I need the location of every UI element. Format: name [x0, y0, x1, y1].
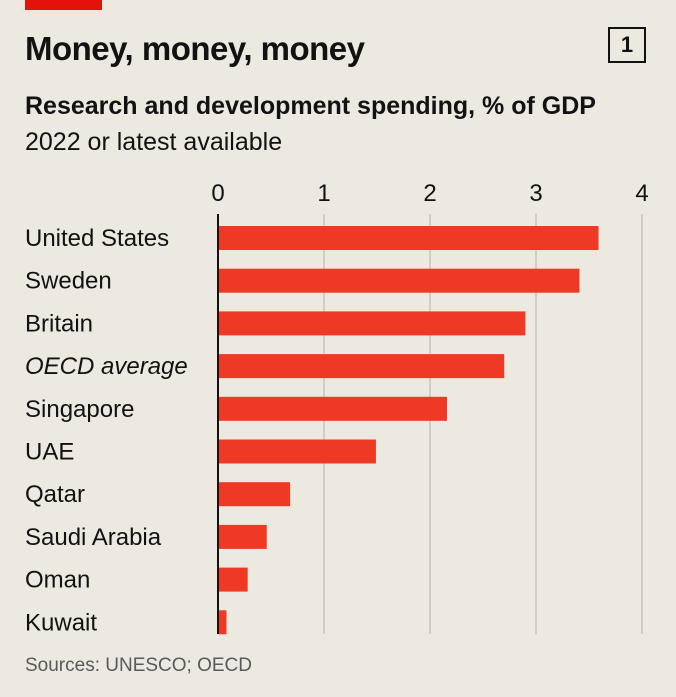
category-label-oman: Oman	[25, 567, 90, 594]
x-tick-label-3: 3	[529, 180, 542, 207]
category-label-saudi-arabia: Saudi Arabia	[25, 524, 162, 551]
x-tick-label-1: 1	[317, 180, 330, 207]
chart-subtitle-note: 2022 or latest available	[25, 128, 283, 156]
bar-qatar	[218, 482, 291, 507]
source-note: Sources: UNESCO; OECD	[25, 655, 252, 676]
bar-singapore	[218, 396, 447, 421]
category-label-kuwait: Kuwait	[25, 609, 97, 636]
bar-united-states	[218, 226, 599, 250]
bar-uae	[218, 439, 376, 464]
category-label-britain: Britain	[25, 310, 93, 337]
category-label-united-states: United States	[25, 225, 169, 252]
x-tick-label-0: 0	[211, 180, 224, 207]
category-label-oecd-average: OECD average	[25, 353, 188, 380]
category-label-sweden: Sweden	[25, 268, 112, 295]
chart-number-badge: 1	[608, 27, 646, 63]
category-label-singapore: Singapore	[25, 396, 134, 423]
bar-kuwait	[218, 610, 227, 635]
bar-britain	[218, 311, 526, 336]
x-tick-label-2: 2	[423, 180, 436, 207]
bar-sweden	[218, 268, 580, 293]
bar-oman	[218, 567, 248, 592]
chart-title: Money, money, money	[25, 30, 365, 67]
category-label-qatar: Qatar	[25, 481, 85, 508]
chart-subtitle: Research and development spending, % of …	[25, 92, 596, 120]
x-tick-label-4: 4	[635, 180, 648, 207]
accent-bar	[25, 0, 102, 10]
bar-oecd-average	[218, 354, 505, 379]
category-label-uae: UAE	[25, 439, 74, 466]
bar-saudi-arabia	[218, 524, 267, 549]
